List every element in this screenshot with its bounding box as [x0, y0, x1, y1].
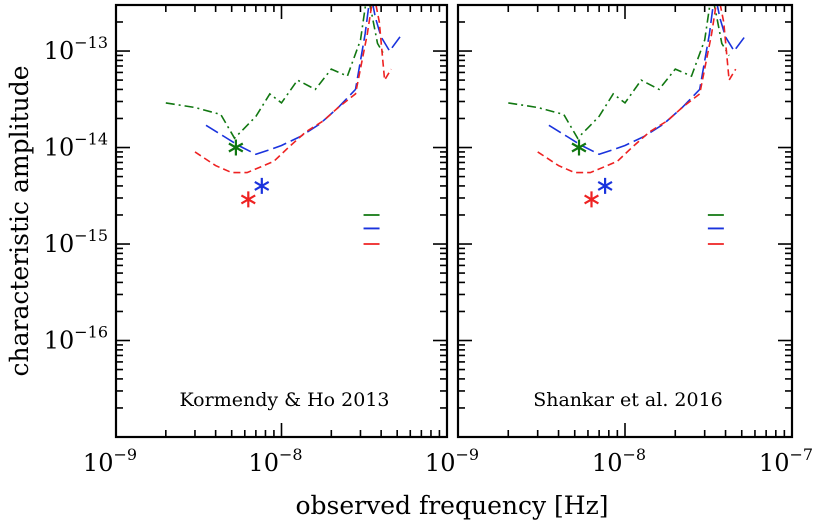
sensitivity-curve-dash-dot	[508, 5, 730, 140]
x-tick-label: 10−9	[425, 445, 479, 477]
x-tick-label: 10−7	[759, 445, 813, 477]
plot-area	[508, 5, 746, 245]
star-marker	[254, 177, 270, 194]
panel-1: 10−9 10−8 10−13 10−14 10−15 10−16 Kormendy & H…	[44, 3, 449, 477]
panel-annotation: Shankar et al. 2016	[533, 389, 723, 411]
panel-2: 10−9 10−8 10−7 Shankar et al. 2016	[425, 3, 813, 477]
x-tick-label: 10−8	[248, 445, 302, 477]
y-tick-label: 10−13	[44, 33, 108, 65]
star-marker	[240, 191, 256, 208]
sensitivity-curve-long-dash	[548, 5, 746, 156]
star-marker	[228, 139, 244, 156]
star-marker	[584, 191, 599, 208]
y-tick-label: 10−14	[44, 130, 108, 162]
y-tick-label: 10−15	[44, 226, 108, 258]
sensitivity-curve-short-dash	[194, 5, 392, 174]
x-tick-label: 10−9	[83, 445, 137, 477]
y-axis-label: characteristic amplitude	[5, 65, 34, 376]
x-axis-label: observed frequency [Hz]	[295, 491, 608, 520]
sensitivity-curve-dash-dot	[165, 5, 386, 140]
chart-layer: 10−9 10−8 10−13 10−14 10−15 10−16 Kormendy & H…	[5, 3, 813, 520]
sensitivity-curve-long-dash	[205, 5, 401, 156]
panel-frame	[114, 3, 449, 439]
panel-frame	[456, 3, 794, 439]
star-marker	[571, 139, 587, 156]
y-tick-label: 10−16	[44, 323, 108, 355]
plot-area	[165, 5, 401, 245]
x-tick-label: 10−8	[592, 445, 646, 477]
sensitivity-curve-short-dash	[537, 5, 737, 174]
star-marker	[597, 177, 613, 194]
panel-annotation: Kormendy & Ho 2013	[180, 389, 390, 411]
